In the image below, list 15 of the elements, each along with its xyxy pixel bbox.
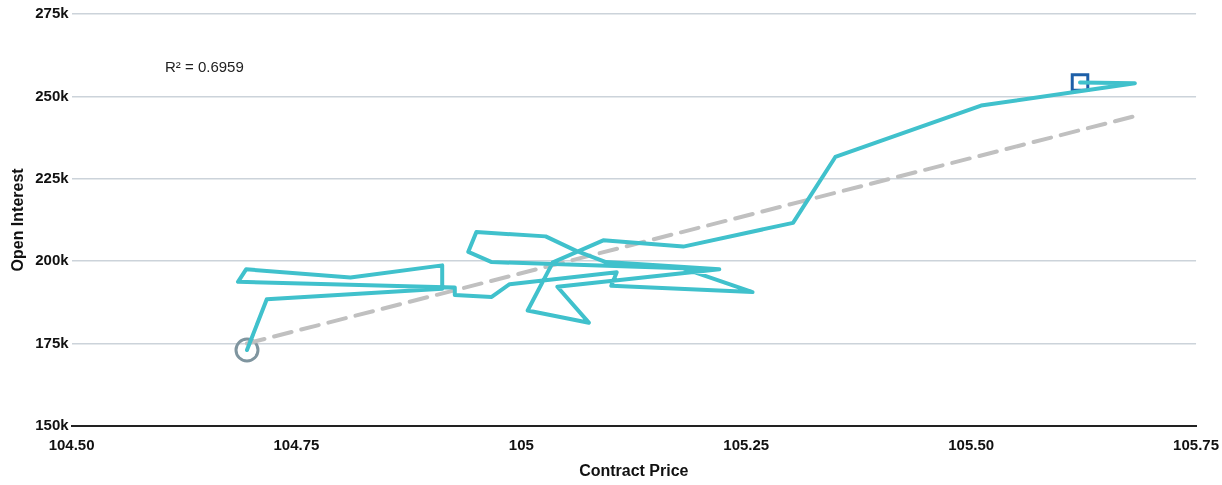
x-tick-label: 105.50	[948, 435, 995, 453]
x-tick-label: 105	[508, 435, 534, 453]
y-tick-label: 200k	[35, 251, 70, 269]
x-tick-label: 104.50	[48, 435, 95, 453]
y-tick-label: 225k	[35, 168, 70, 186]
x-axis-title: Contract Price	[579, 461, 689, 479]
y-tick-label: 175k	[35, 333, 70, 351]
y-axis-title: Open Interest	[9, 167, 27, 272]
x-tick-label: 104.75	[273, 435, 320, 453]
y-tick-label: 275k	[35, 4, 70, 22]
annotation: R² = 0.6959	[165, 58, 244, 75]
y-tick-label: 250k	[35, 86, 70, 104]
y-tick-label: 150k	[35, 415, 70, 433]
x-tick-label: 105.25	[723, 435, 770, 453]
x-tick-label: 105.75	[1173, 435, 1220, 453]
